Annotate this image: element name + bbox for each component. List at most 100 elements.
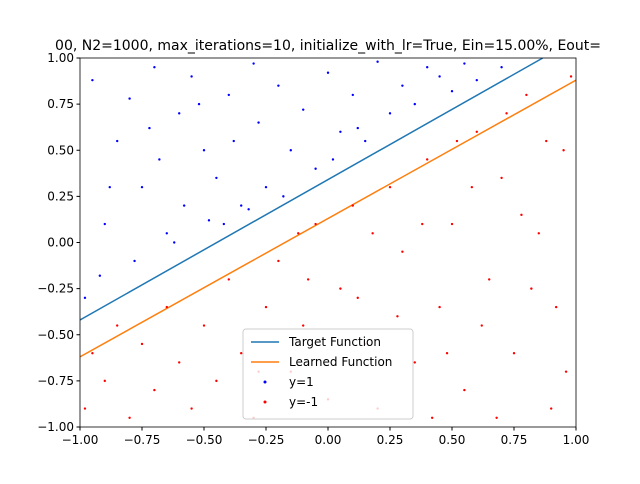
point xyxy=(396,315,399,318)
y-tick-label: −1.00 xyxy=(37,420,74,434)
point xyxy=(326,71,330,74)
point xyxy=(240,352,243,355)
point xyxy=(91,78,94,82)
y-tick-label: 0.50 xyxy=(47,143,74,157)
point xyxy=(470,185,474,189)
point xyxy=(463,62,466,65)
point xyxy=(165,305,168,309)
point xyxy=(339,130,342,133)
point xyxy=(240,204,243,207)
point xyxy=(178,361,181,364)
point xyxy=(252,62,255,65)
point xyxy=(356,126,359,130)
point xyxy=(116,139,119,143)
point xyxy=(91,352,94,355)
x-tick-label: 1.00 xyxy=(563,433,590,447)
y-tick-label: 0.00 xyxy=(47,236,74,250)
point xyxy=(282,195,285,198)
point xyxy=(364,139,367,143)
point xyxy=(264,185,268,189)
x-tick-label: 0.75 xyxy=(501,433,528,447)
y-tick-label: 0.75 xyxy=(47,97,74,111)
point xyxy=(128,97,131,100)
line xyxy=(80,58,544,321)
point xyxy=(190,75,193,78)
point xyxy=(116,324,119,327)
point xyxy=(98,274,102,277)
point xyxy=(426,158,429,161)
point xyxy=(289,149,292,152)
chart-title: 00, N2=1000, max_iterations=10, initiali… xyxy=(55,38,601,54)
point xyxy=(257,121,260,124)
point xyxy=(302,108,305,111)
point xyxy=(480,324,483,327)
point xyxy=(197,102,201,106)
point xyxy=(202,149,206,152)
point xyxy=(277,259,280,263)
point xyxy=(512,352,516,355)
legend-swatch xyxy=(263,380,267,384)
point xyxy=(438,305,441,309)
legend-box xyxy=(242,328,414,420)
point xyxy=(351,204,354,207)
point xyxy=(545,139,548,143)
point xyxy=(158,158,161,161)
point xyxy=(148,126,151,130)
legend-swatch xyxy=(263,400,267,404)
point xyxy=(202,324,206,327)
point xyxy=(165,232,168,235)
point xyxy=(190,407,193,410)
point xyxy=(178,112,181,115)
point xyxy=(207,219,211,222)
point xyxy=(455,139,459,143)
y-tick-label: 1.00 xyxy=(47,51,74,65)
point xyxy=(554,305,558,309)
point xyxy=(351,93,354,97)
point xyxy=(495,416,498,419)
point xyxy=(388,185,392,189)
point xyxy=(277,84,280,87)
point xyxy=(520,213,523,217)
point xyxy=(500,176,503,180)
point xyxy=(564,370,568,373)
point xyxy=(153,66,156,69)
point xyxy=(302,324,305,327)
legend-label: y=-1 xyxy=(289,395,318,409)
point xyxy=(450,222,454,226)
point xyxy=(401,84,404,87)
point xyxy=(475,130,478,133)
x-tick-label: 0.00 xyxy=(315,433,342,447)
point xyxy=(562,149,565,152)
point xyxy=(215,176,218,180)
point xyxy=(128,416,131,419)
y-tick-label: −0.75 xyxy=(37,374,74,388)
point xyxy=(140,342,144,346)
point xyxy=(430,416,434,419)
x-tick-label: 0.50 xyxy=(439,433,466,447)
point xyxy=(413,102,416,106)
legend-label: Target Function xyxy=(288,335,381,349)
point xyxy=(227,278,230,281)
point xyxy=(83,296,87,300)
point xyxy=(537,232,540,235)
point xyxy=(314,167,317,170)
point xyxy=(356,296,359,300)
point xyxy=(232,139,235,143)
point xyxy=(438,75,441,78)
plot-area xyxy=(80,58,576,419)
legend-label: Learned Function xyxy=(289,355,392,369)
point xyxy=(475,78,478,82)
point xyxy=(500,66,503,69)
point xyxy=(331,158,335,161)
point xyxy=(140,185,144,189)
point xyxy=(103,379,107,383)
point xyxy=(314,222,317,226)
point xyxy=(173,241,176,244)
point xyxy=(550,407,553,410)
point xyxy=(505,112,508,115)
x-tick-label: −0.25 xyxy=(248,433,285,447)
point xyxy=(215,379,218,383)
point xyxy=(103,222,107,226)
line xyxy=(80,79,576,358)
